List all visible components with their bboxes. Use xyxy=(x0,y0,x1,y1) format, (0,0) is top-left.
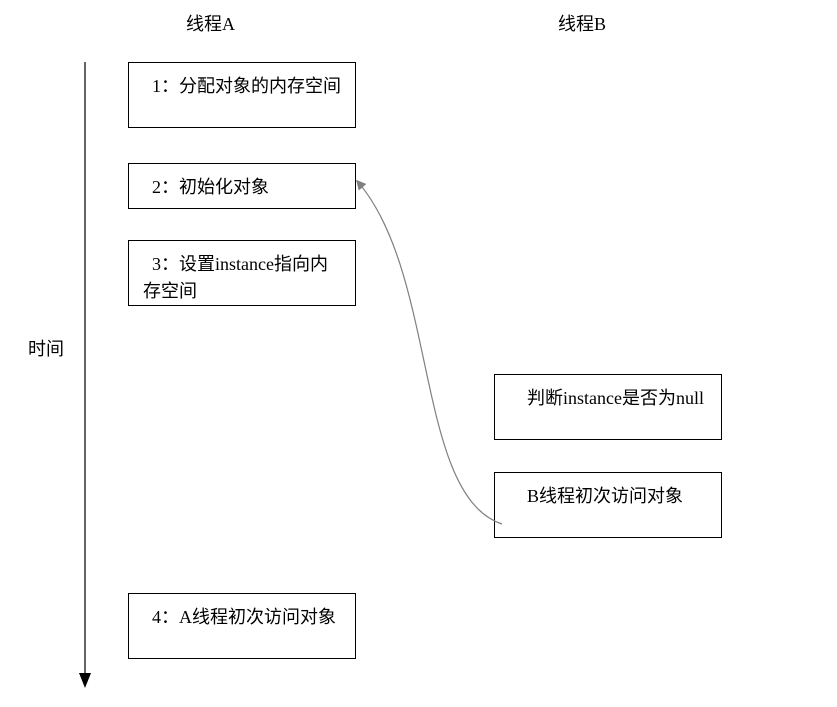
time-axis-label: 时间 xyxy=(28,335,64,361)
box-b-first-access: B线程初次访问对象 xyxy=(494,472,722,538)
box-check-null: 判断instance是否为null xyxy=(494,374,722,440)
diagram-container: 线程A 线程B 时间 1：分配对象的内存空间 2：初始化对象 3：设置insta… xyxy=(0,0,837,707)
header-thread-b: 线程B xyxy=(558,10,606,36)
svg-overlay xyxy=(0,0,837,707)
box-step-2: 2：初始化对象 xyxy=(128,163,356,209)
box-step-3: 3：设置instance指向内存空间 xyxy=(128,240,356,306)
header-thread-a: 线程A xyxy=(186,10,235,36)
box-step-4: 4：A线程初次访问对象 xyxy=(128,593,356,659)
box-step-1: 1：分配对象的内存空间 xyxy=(128,62,356,128)
time-arrowhead xyxy=(79,673,91,688)
curve-b-to-step2 xyxy=(358,182,502,524)
